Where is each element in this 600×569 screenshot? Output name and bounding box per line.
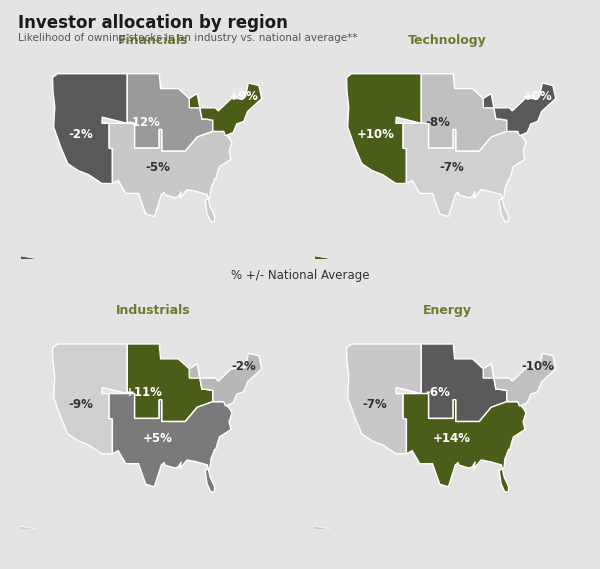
Text: +11%: +11% (124, 386, 163, 399)
Text: % +/- National Average: % +/- National Average (231, 270, 369, 282)
Polygon shape (403, 123, 526, 222)
Polygon shape (189, 353, 262, 406)
Title: Technology: Technology (407, 34, 487, 47)
Text: -10%: -10% (521, 360, 554, 373)
Text: Investor allocation by region: Investor allocation by region (18, 14, 288, 32)
Text: +10%: +10% (356, 128, 394, 141)
Polygon shape (2, 526, 36, 563)
Text: -5%: -5% (145, 162, 170, 175)
Text: -9%: -9% (69, 398, 94, 411)
Polygon shape (53, 74, 127, 183)
Polygon shape (53, 344, 127, 453)
Polygon shape (109, 394, 232, 492)
Polygon shape (55, 270, 56, 272)
Text: +0%: +0% (523, 90, 553, 103)
Polygon shape (421, 74, 507, 151)
Text: -12%: -12% (127, 116, 160, 129)
Title: Industrials: Industrials (116, 304, 190, 318)
Polygon shape (127, 74, 213, 151)
Polygon shape (483, 83, 556, 136)
Polygon shape (349, 540, 350, 542)
Polygon shape (109, 123, 232, 222)
Text: +5%: +5% (143, 432, 173, 445)
Text: -7%: -7% (439, 162, 464, 175)
Text: -7%: -7% (363, 398, 388, 411)
Polygon shape (337, 270, 339, 271)
Polygon shape (347, 344, 421, 453)
Text: Likelihood of owning stocks in an industry vs. national average**: Likelihood of owning stocks in an indust… (18, 33, 358, 43)
Polygon shape (403, 394, 526, 492)
Polygon shape (365, 539, 368, 545)
Text: -2%: -2% (69, 128, 94, 141)
Polygon shape (483, 353, 556, 406)
Polygon shape (347, 74, 421, 183)
Polygon shape (43, 270, 45, 271)
Polygon shape (127, 344, 213, 422)
Text: +14%: +14% (433, 432, 471, 445)
Polygon shape (55, 540, 56, 542)
Polygon shape (365, 269, 368, 274)
Text: +9%: +9% (229, 90, 259, 103)
Polygon shape (71, 269, 74, 274)
Polygon shape (43, 541, 45, 542)
Polygon shape (337, 541, 339, 542)
Polygon shape (296, 255, 330, 293)
Title: Energy: Energy (422, 304, 472, 318)
Text: -2%: -2% (232, 360, 256, 373)
Text: -6%: -6% (425, 386, 450, 399)
Polygon shape (349, 270, 350, 272)
Polygon shape (2, 255, 36, 293)
Polygon shape (296, 526, 330, 563)
Text: -8%: -8% (425, 116, 450, 129)
Polygon shape (421, 344, 507, 422)
Polygon shape (71, 539, 74, 545)
Title: Financials: Financials (118, 34, 188, 47)
Polygon shape (189, 83, 262, 136)
